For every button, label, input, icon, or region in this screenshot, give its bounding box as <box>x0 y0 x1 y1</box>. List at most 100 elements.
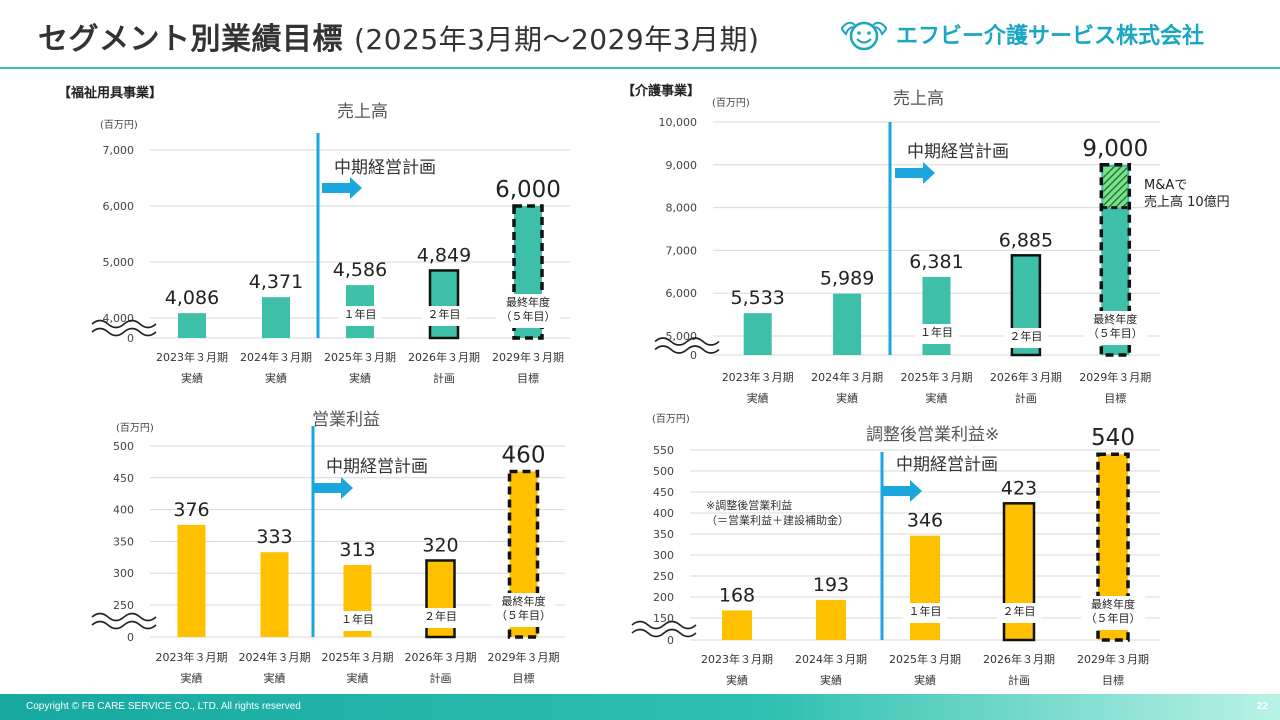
care_sales-bar-note-bg <box>914 324 959 344</box>
welfare_op-ytick-label: 300 <box>113 567 134 580</box>
care_sales-ma-annotation: 売上高 10億円 <box>1144 194 1230 210</box>
welfare_sales-value-label: 4,371 <box>249 271 303 293</box>
welfare_op-x-tick-label: 2023年３月期 <box>156 650 228 664</box>
copyright-text: Copyright © FB CARE SERVICE CO., LTD. Al… <box>26 701 301 712</box>
charts-canvas: 04,0005,0006,0007,000(百万円)売上高中期経営計画4,086… <box>91 89 1230 687</box>
care_adj_op-plan-label: 中期経営計画 <box>896 455 998 475</box>
welfare_op-bar <box>177 524 206 637</box>
welfare_op-x-tick-sublabel: 実績 <box>264 671 286 685</box>
care_sales-ma-annotation: M&Aで <box>1144 178 1187 193</box>
care_sales-bar <box>743 313 772 355</box>
care_sales-bar-note-bg <box>1083 311 1148 345</box>
care_adj_op-x-tick-sublabel: 目標 <box>1102 673 1124 687</box>
welfare_op-chart-title: 営業利益 <box>312 410 380 430</box>
care_adj_op-bar-note-bg <box>1081 596 1145 630</box>
company-logo: エフビー介護サービス株式会社 <box>838 14 1204 54</box>
welfare_sales-plan-label: 中期経営計画 <box>334 158 436 178</box>
welfare_op-bar-note: １年目 <box>341 612 374 626</box>
care_sales-x-tick-label: 2029年３月期 <box>1079 370 1151 384</box>
care_adj_op-chart-title: 調整後営業利益※ <box>866 425 999 445</box>
welfare_sales-x-tick-label: 2025年３月期 <box>324 350 396 364</box>
care_sales-bar-note: ２年目 <box>1009 329 1042 343</box>
care_adj_op-ytick-label: 350 <box>653 528 674 541</box>
care_sales-plan-label: 中期経営計画 <box>907 142 1009 162</box>
welfare_op-x-tick-label: 2026年３月期 <box>405 650 477 664</box>
welfare_sales-value-label: 6,000 <box>495 177 561 203</box>
care_adj_op-bar-note-bg <box>903 603 947 623</box>
welfare_sales-bar-note: 最終年度 <box>506 295 550 309</box>
welfare_op-unit-label: (百万円) <box>116 422 154 434</box>
welfare_op-ytick-label: 450 <box>113 472 134 485</box>
care_adj_op-ytick-label: 500 <box>653 465 674 478</box>
care_sales-x-tick-sublabel: 実績 <box>836 391 858 405</box>
welfare_op-bar-note: ２年目 <box>424 609 457 623</box>
care_sales-x-tick-label: 2023年３月期 <box>722 370 794 384</box>
care_adj_op-x-tick-sublabel: 実績 <box>726 673 748 687</box>
welfare_op-bar-note-bg <box>491 593 556 627</box>
care_adj_op-axis-break-mark <box>631 620 697 630</box>
care_sales-ma-hatch-line <box>1103 180 1128 207</box>
care_sales-value-label: 5,989 <box>820 268 874 290</box>
page-title-sub: (2025年3月期～2029年3月期) <box>353 23 760 56</box>
care_sales-axis-break-mark <box>654 345 720 354</box>
welfare_op-value-label: 333 <box>256 526 292 548</box>
welfare_sales-ytick-label: 6,000 <box>103 200 135 213</box>
welfare_sales-value-label: 4,849 <box>417 244 471 266</box>
care_adj_op-value-label: 423 <box>1001 477 1037 499</box>
care_adj_op-x-tick-sublabel: 実績 <box>914 673 936 687</box>
page-title: セグメント別業績目標 (2025年3月期～2029年3月期) <box>38 14 759 58</box>
care_adj_op-axis-break-mark <box>631 628 697 638</box>
welfare_op-ytick-label: 350 <box>113 535 134 548</box>
title-divider <box>0 67 1280 69</box>
care_sales-ytick-label: 9,000 <box>666 159 698 172</box>
care_sales-bar-note: １年目 <box>920 325 953 339</box>
welfare_op-bar <box>260 552 289 637</box>
care_adj_op-value-label: 540 <box>1091 425 1135 451</box>
care_sales-value-label: 6,885 <box>999 229 1053 251</box>
care_sales-ma-hatch-line <box>1103 166 1128 193</box>
care_adj_op-bar-note-bg <box>997 603 1041 623</box>
care_adj_op-x-tick-label: 2024年３月期 <box>795 652 867 666</box>
smiley-wings-icon <box>840 21 888 51</box>
welfare_sales-ytick-label: 5,000 <box>103 256 135 269</box>
welfare_sales-x-tick-label: 2024年３月期 <box>240 350 312 364</box>
care_sales-chart-title: 売上高 <box>893 89 944 109</box>
care_adj_op-ytick-label: 400 <box>653 507 674 520</box>
welfare_sales-bar <box>428 269 460 340</box>
care_sales-bar-note: 最終年度 <box>1093 312 1137 326</box>
care_sales-unit-label: (百万円) <box>712 97 750 109</box>
care_sales-x-tick-sublabel: 目標 <box>1104 391 1126 405</box>
welfare_sales-bar-note-bg <box>338 306 382 326</box>
care_adj_op-ytick-label: 450 <box>653 486 674 499</box>
care_sales-x-tick-sublabel: 計画 <box>1015 391 1037 405</box>
welfare_op-bar-note-bg <box>418 608 463 628</box>
care_sales-x-tick-label: 2024年３月期 <box>811 370 883 384</box>
welfare_sales-axis-break-mark <box>91 327 157 337</box>
care_adj_op-bar <box>910 535 940 640</box>
welfare_sales-x-tick-label: 2023年３月期 <box>156 350 228 364</box>
welfare_sales-x-tick-sublabel: 実績 <box>181 371 203 385</box>
welfare_sales-unit-label: (百万円) <box>100 119 138 131</box>
footnote-line: ※調整後営業利益 <box>706 499 793 512</box>
care_sales-x-tick-sublabel: 実績 <box>747 391 769 405</box>
welfare_sales-x-tick-sublabel: 実績 <box>349 371 371 385</box>
welfare_op-value-label: 460 <box>502 442 546 468</box>
welfare_sales-x-tick-sublabel: 目標 <box>517 371 539 385</box>
care_sales-plan-arrow-icon <box>895 162 935 184</box>
section-label-welfare: 【福祉用具事業】 <box>58 86 163 101</box>
care_adj_op-bar-note: （５年目） <box>1086 611 1141 625</box>
care_sales-ytick-label: 10,000 <box>659 116 698 129</box>
welfare_op-x-tick-label: 2029年３月期 <box>488 650 560 664</box>
care_sales-ytick-label: 6,000 <box>666 287 698 300</box>
care_adj_op-ytick-label: 0 <box>667 634 674 647</box>
welfare_op-x-tick-sublabel: 実績 <box>181 671 203 685</box>
care_adj_op-x-tick-sublabel: 計画 <box>1008 673 1030 687</box>
welfare_sales-ytick-label: 7,000 <box>103 144 135 157</box>
page-number: 22 <box>1256 701 1268 712</box>
care_adj_op-bar-note: ２年目 <box>1003 604 1036 618</box>
welfare_op-plan-arrow-icon <box>313 477 353 499</box>
adjusted-op-footnote: ※調整後営業利益 （＝営業利益＋建設補助金） <box>706 498 849 528</box>
care_sales-x-tick-sublabel: 実績 <box>926 391 948 405</box>
care_adj_op-x-tick-label: 2023年３月期 <box>701 652 773 666</box>
care_sales-bar-note: （５年目） <box>1088 326 1143 340</box>
